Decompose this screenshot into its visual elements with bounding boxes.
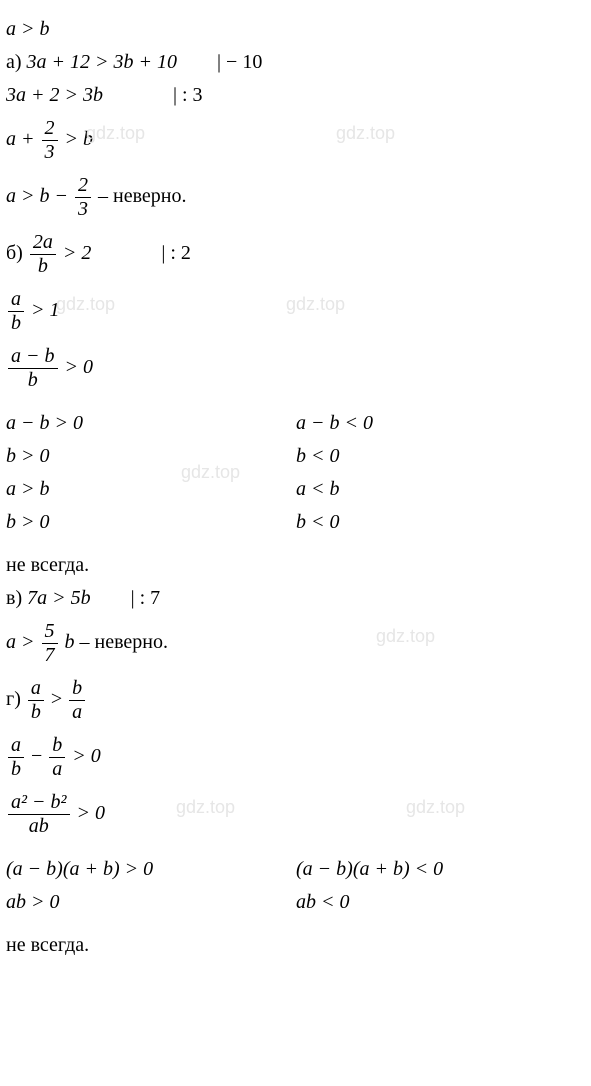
fraction: 2ab	[30, 231, 56, 278]
numerator: 2	[75, 174, 91, 198]
col-cell: b > 0	[6, 445, 296, 468]
watermark: gdz.top	[376, 626, 435, 647]
rhs: > 2	[58, 242, 92, 264]
part-a-step3: a + 23 > b gdz.top gdz.top	[6, 117, 591, 164]
watermark: gdz.top	[406, 797, 465, 818]
fraction: 23	[42, 117, 58, 164]
numerator: 2a	[30, 231, 56, 255]
col-cell: (a − b)(a + b) > 0	[6, 858, 296, 881]
numerator: b	[69, 677, 85, 701]
watermark: gdz.top	[86, 123, 145, 144]
part-d-conclusion: не всегда.	[6, 934, 591, 957]
col-cell: a − b < 0	[296, 412, 373, 435]
expr: 3a + 12 > 3b + 10	[27, 51, 178, 73]
denominator: b	[8, 312, 24, 335]
fraction: 57	[42, 620, 58, 667]
part-d-step2: ab − ba > 0	[6, 734, 591, 781]
fraction: a² − b²ab	[8, 791, 70, 838]
col-cell: b > 0	[6, 511, 296, 534]
part-b-step2: ab > 1 gdz.top gdz.top	[6, 288, 591, 335]
part-a-step2: 3a + 2 > 3b | : 3	[6, 84, 591, 107]
denominator: a	[69, 701, 85, 724]
part-b-step1: б) 2ab > 2 | : 2	[6, 231, 591, 278]
note: – неверно.	[75, 631, 169, 653]
numerator: a − b	[8, 345, 58, 369]
rhs: b	[60, 631, 75, 653]
rhs: > b	[60, 128, 94, 150]
part-c-label: в)	[6, 587, 22, 609]
part-c-step2: a > 57 b – неверно. gdz.top	[6, 620, 591, 667]
note: – неверно.	[93, 185, 187, 207]
part-a-label: а)	[6, 51, 22, 73]
denominator: 3	[75, 198, 91, 221]
col-cell: ab < 0	[296, 891, 443, 914]
lhs-pre: a +	[6, 128, 40, 150]
numerator: b	[49, 734, 65, 758]
watermark: gdz.top	[56, 294, 115, 315]
part-d-step3: a² − b²ab > 0 gdz.top gdz.top	[6, 791, 591, 838]
denominator: 3	[42, 141, 58, 164]
fraction: ab	[8, 734, 24, 781]
part-b-step3: a − bb > 0	[6, 345, 591, 392]
rhs: > 1	[26, 299, 60, 321]
col-cell: a < b	[296, 478, 373, 501]
part-d-columns: (a − b)(a + b) > 0 ab > 0 (a − b)(a + b)…	[6, 848, 591, 924]
part-b-label: б)	[6, 242, 23, 264]
rhs: > 0	[72, 802, 106, 824]
denominator: b	[8, 758, 24, 781]
fraction: ba	[69, 677, 85, 724]
numerator: a	[28, 677, 44, 701]
watermark: gdz.top	[286, 294, 345, 315]
watermark: gdz.top	[336, 123, 395, 144]
fraction: ba	[49, 734, 65, 781]
denominator: b	[28, 701, 44, 724]
annot: | : 2	[161, 242, 191, 264]
part-d-step1: г) ab > ba	[6, 677, 591, 724]
fraction: ab	[8, 288, 24, 335]
annot: | : 7	[131, 587, 161, 609]
fraction: a − bb	[8, 345, 58, 392]
lhs: a >	[6, 631, 40, 653]
part-b-columns: a − b > 0 b > 0 a > b b > 0 a − b < 0 b …	[6, 402, 591, 544]
annot: | − 10	[217, 51, 262, 73]
numerator: 2	[42, 117, 58, 141]
col-cell: a > b	[6, 478, 296, 501]
denominator: ab	[8, 815, 70, 838]
lhs: a > b −	[6, 185, 73, 207]
denominator: a	[49, 758, 65, 781]
rhs: > 0	[60, 356, 94, 378]
part-b-conclusion: не всегда.	[6, 554, 591, 577]
numerator: a	[8, 734, 24, 758]
part-a-step1: а) 3a + 12 > 3b + 10 | − 10	[6, 51, 591, 74]
col-cell: a − b > 0	[6, 412, 296, 435]
op: >	[46, 688, 67, 710]
denominator: 7	[42, 644, 58, 667]
fraction: 23	[75, 174, 91, 221]
part-c-step1: в) 7a > 5b | : 7	[6, 587, 591, 610]
fraction: ab	[28, 677, 44, 724]
part-a-step4: a > b − 23 – неверно.	[6, 174, 591, 221]
numerator: a	[8, 288, 24, 312]
op: −	[26, 745, 47, 767]
watermark: gdz.top	[176, 797, 235, 818]
denominator: b	[8, 369, 58, 392]
expr: 3a + 2 > 3b	[6, 84, 103, 106]
col-cell: ab > 0	[6, 891, 296, 914]
annot: | : 3	[173, 84, 203, 106]
col-cell: (a − b)(a + b) < 0	[296, 858, 443, 881]
col-cell: b < 0	[296, 511, 373, 534]
col-cell: b < 0	[296, 445, 373, 468]
rhs: > 0	[67, 745, 101, 767]
expr: 7a > 5b	[27, 587, 91, 609]
numerator: a² − b²	[8, 791, 70, 815]
given-inequality: a > b	[6, 18, 591, 41]
numerator: 5	[42, 620, 58, 644]
denominator: b	[30, 255, 56, 278]
part-d-label: г)	[6, 688, 21, 710]
